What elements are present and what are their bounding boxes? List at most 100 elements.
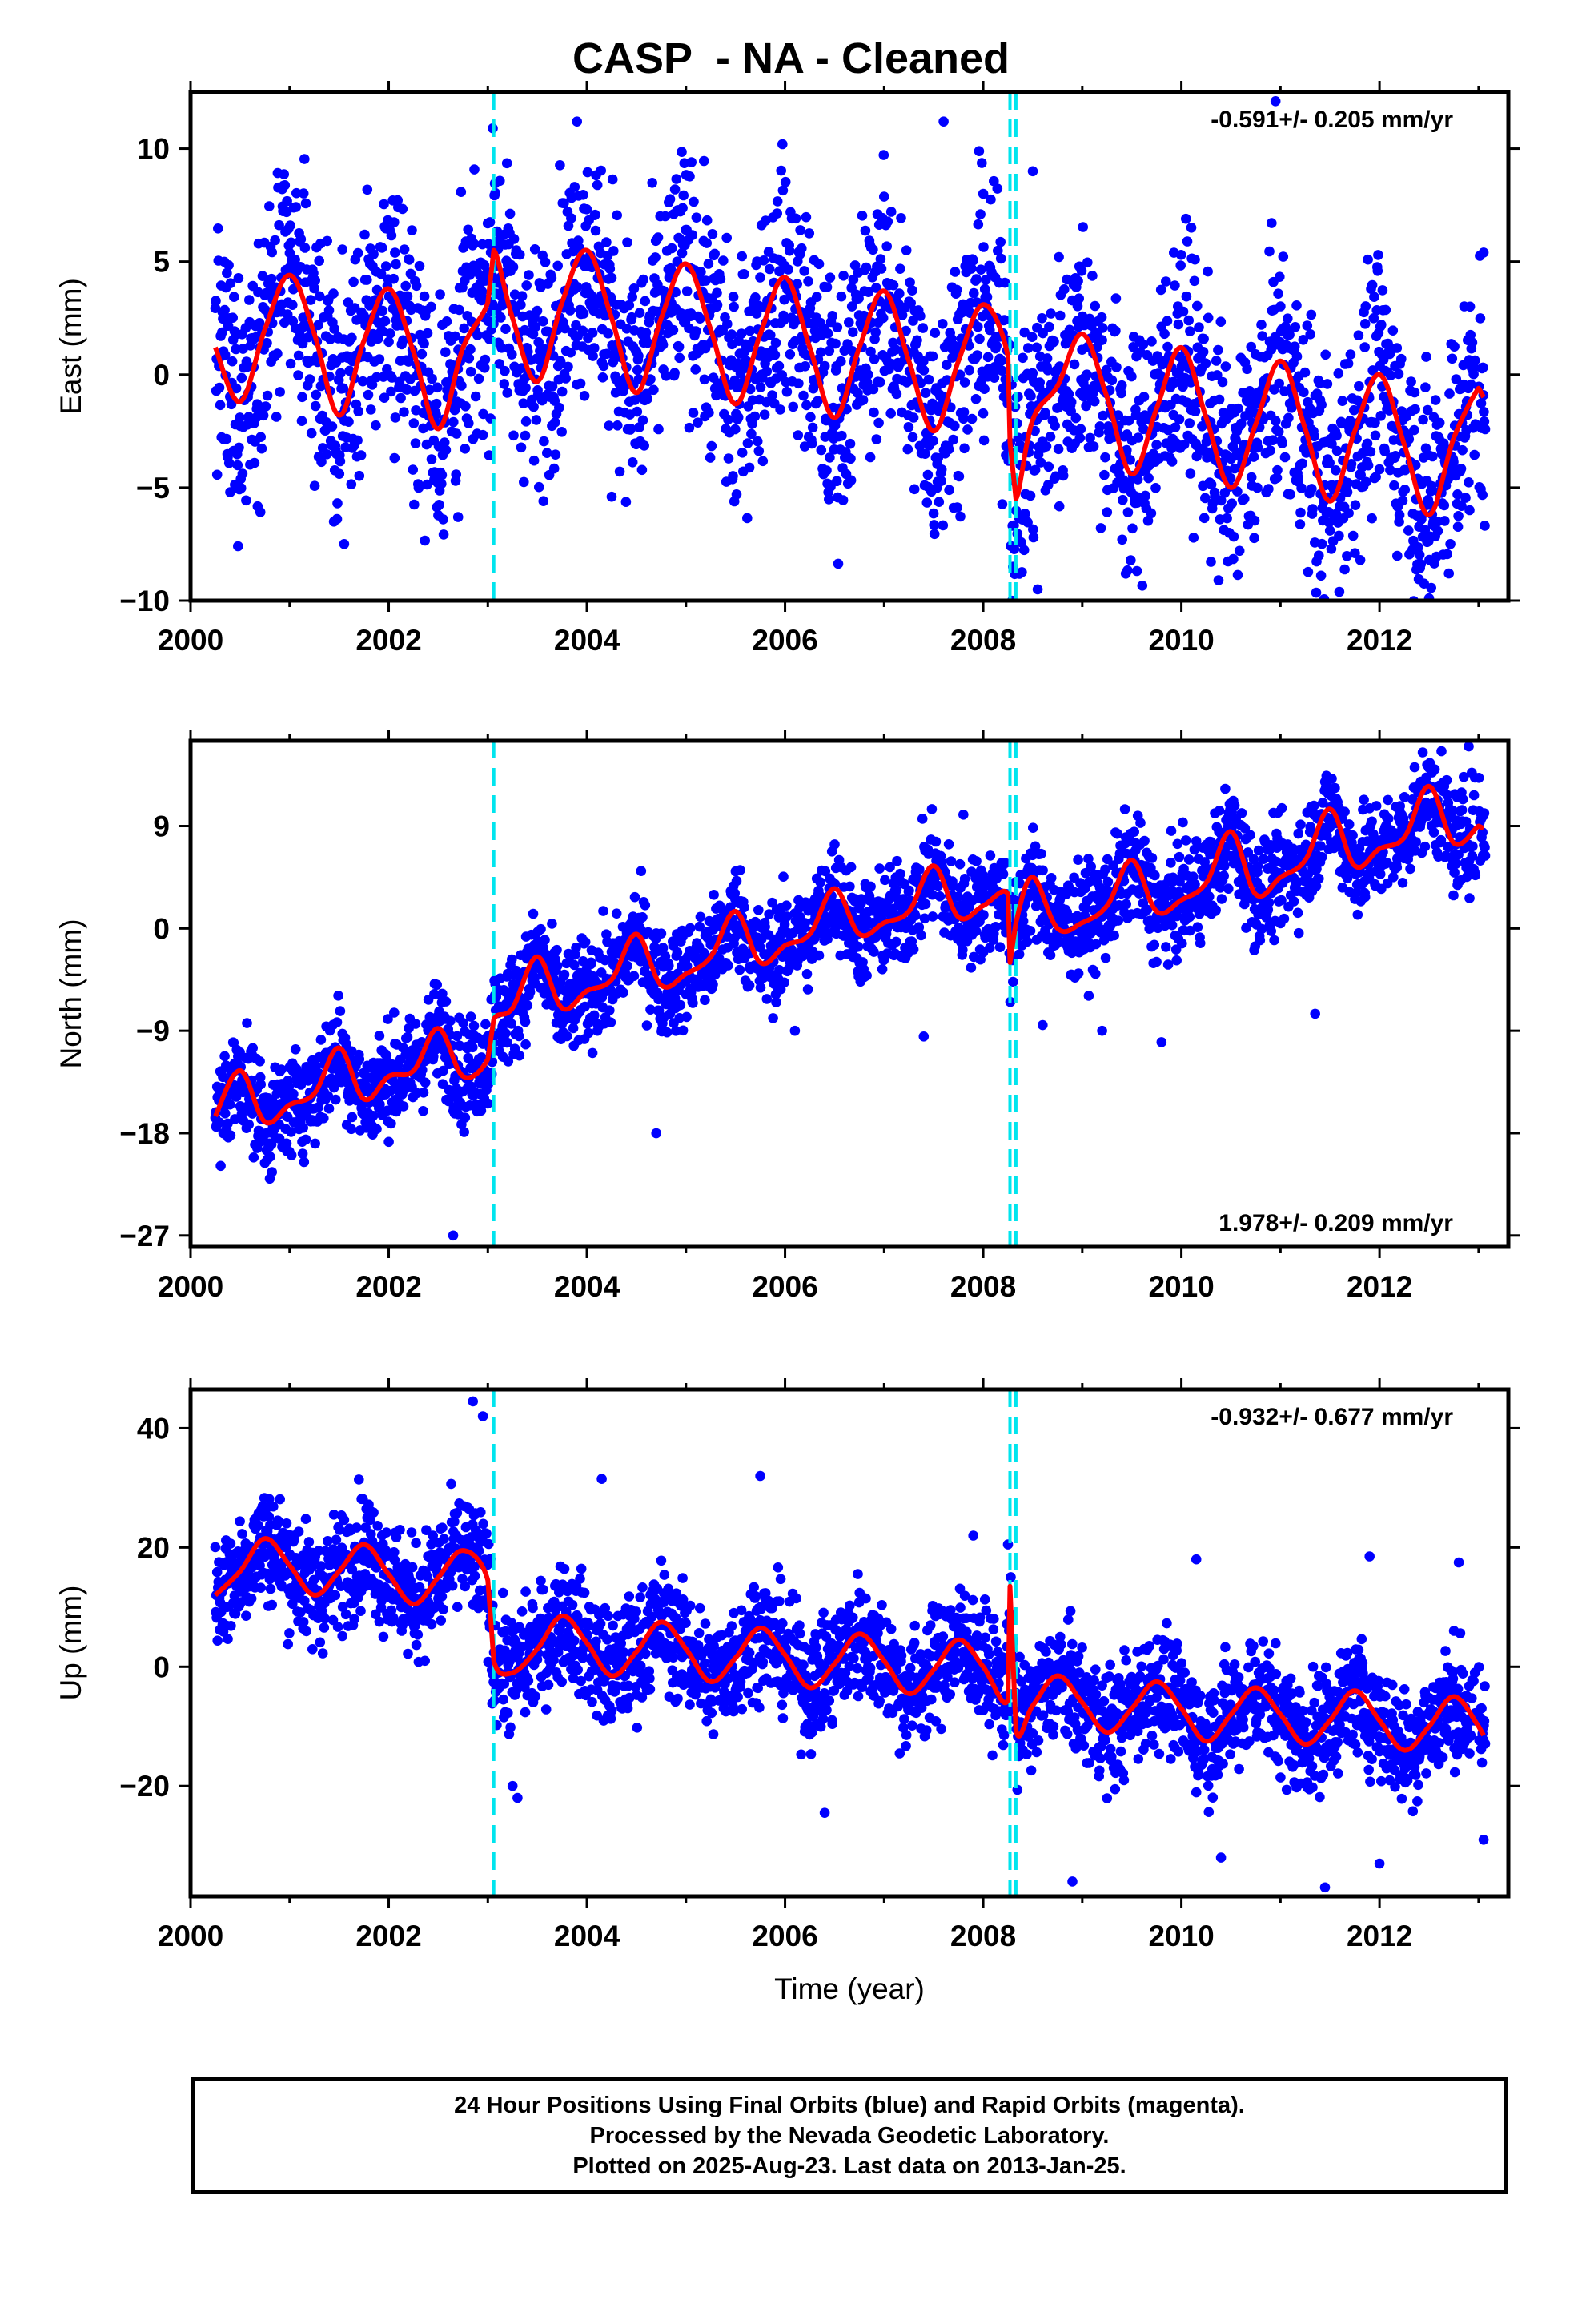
data-point <box>1046 308 1056 319</box>
data-point <box>1228 531 1239 542</box>
data-point <box>761 396 772 408</box>
data-point <box>660 211 671 222</box>
data-point <box>1216 495 1227 506</box>
data-point <box>846 301 857 312</box>
data-point <box>420 535 430 546</box>
data-point <box>959 874 970 884</box>
data-point <box>813 950 825 961</box>
data-point <box>484 217 496 227</box>
data-point <box>472 330 483 340</box>
data-point <box>1088 441 1099 452</box>
data-point <box>237 468 248 479</box>
data-point <box>993 245 1003 256</box>
data-point <box>290 254 300 265</box>
data-point <box>469 164 480 175</box>
data-point <box>737 251 747 262</box>
data-point <box>504 208 516 219</box>
data-point <box>1211 356 1222 366</box>
data-point <box>920 899 931 910</box>
data-point <box>736 328 747 339</box>
data-point <box>1432 525 1443 537</box>
data-point <box>439 437 450 448</box>
data-point <box>978 408 989 419</box>
data-point <box>761 366 773 377</box>
data-point <box>241 495 251 506</box>
data-point <box>249 457 260 468</box>
data-point <box>1410 404 1420 415</box>
data-point <box>894 288 905 299</box>
data-point <box>1477 489 1488 501</box>
data-point <box>745 325 755 336</box>
data-point <box>313 320 323 331</box>
data-point <box>316 456 327 468</box>
data-point <box>1174 414 1185 424</box>
data-point <box>733 358 743 369</box>
data-point <box>777 139 788 150</box>
data-point <box>783 264 793 275</box>
data-point <box>771 997 781 1007</box>
data-point <box>642 337 653 348</box>
data-point <box>755 382 766 392</box>
data-point <box>1054 501 1065 512</box>
data-point <box>288 283 299 295</box>
data-point <box>1305 329 1315 340</box>
data-point <box>1342 551 1352 561</box>
data-point <box>664 960 674 971</box>
data-point <box>607 174 618 185</box>
data-point <box>950 420 960 432</box>
data-point <box>805 412 816 423</box>
data-point <box>1397 495 1408 506</box>
data-point <box>1445 539 1456 549</box>
outlier-point <box>452 512 464 522</box>
data-point <box>214 382 225 393</box>
data-point <box>1116 380 1127 391</box>
data-point <box>1217 376 1228 388</box>
data-point <box>958 407 970 417</box>
data-point <box>1447 353 1458 364</box>
data-point <box>1275 301 1286 312</box>
data-point <box>1214 394 1225 405</box>
data-point <box>701 238 712 248</box>
data-point <box>379 392 390 404</box>
data-point <box>1246 341 1256 352</box>
data-point <box>1097 323 1108 333</box>
data-point <box>857 211 868 221</box>
data-point <box>1331 445 1343 456</box>
data-point <box>552 960 563 971</box>
data-point <box>709 890 719 900</box>
data-point <box>221 433 232 444</box>
data-point <box>367 380 378 390</box>
data-point <box>427 373 437 384</box>
data-point <box>666 243 677 254</box>
data-point <box>480 363 490 373</box>
data-point <box>468 239 480 249</box>
data-point <box>500 324 511 335</box>
data-point <box>285 358 296 369</box>
data-point <box>885 862 895 873</box>
data-point <box>944 485 954 496</box>
data-point <box>750 916 761 927</box>
data-point <box>875 254 886 264</box>
data-point <box>1322 379 1333 389</box>
data-point <box>807 422 818 433</box>
data-point <box>215 400 226 411</box>
data-point <box>752 436 763 447</box>
data-point <box>1113 915 1123 926</box>
data-point <box>424 384 435 396</box>
data-point <box>821 465 832 476</box>
data-point <box>1289 341 1300 352</box>
data-point <box>438 1065 448 1076</box>
data-point <box>757 456 769 467</box>
data-point <box>674 352 685 364</box>
data-point <box>837 495 849 505</box>
data-point <box>768 1013 778 1023</box>
data-point <box>1094 421 1106 432</box>
data-point <box>1034 377 1045 388</box>
data-point <box>636 464 648 476</box>
x-tick-label: 2002 <box>355 624 421 657</box>
data-point <box>966 413 978 424</box>
data-point <box>337 244 348 255</box>
data-point <box>1343 477 1353 489</box>
data-point <box>389 1007 400 1018</box>
data-point <box>845 438 856 449</box>
